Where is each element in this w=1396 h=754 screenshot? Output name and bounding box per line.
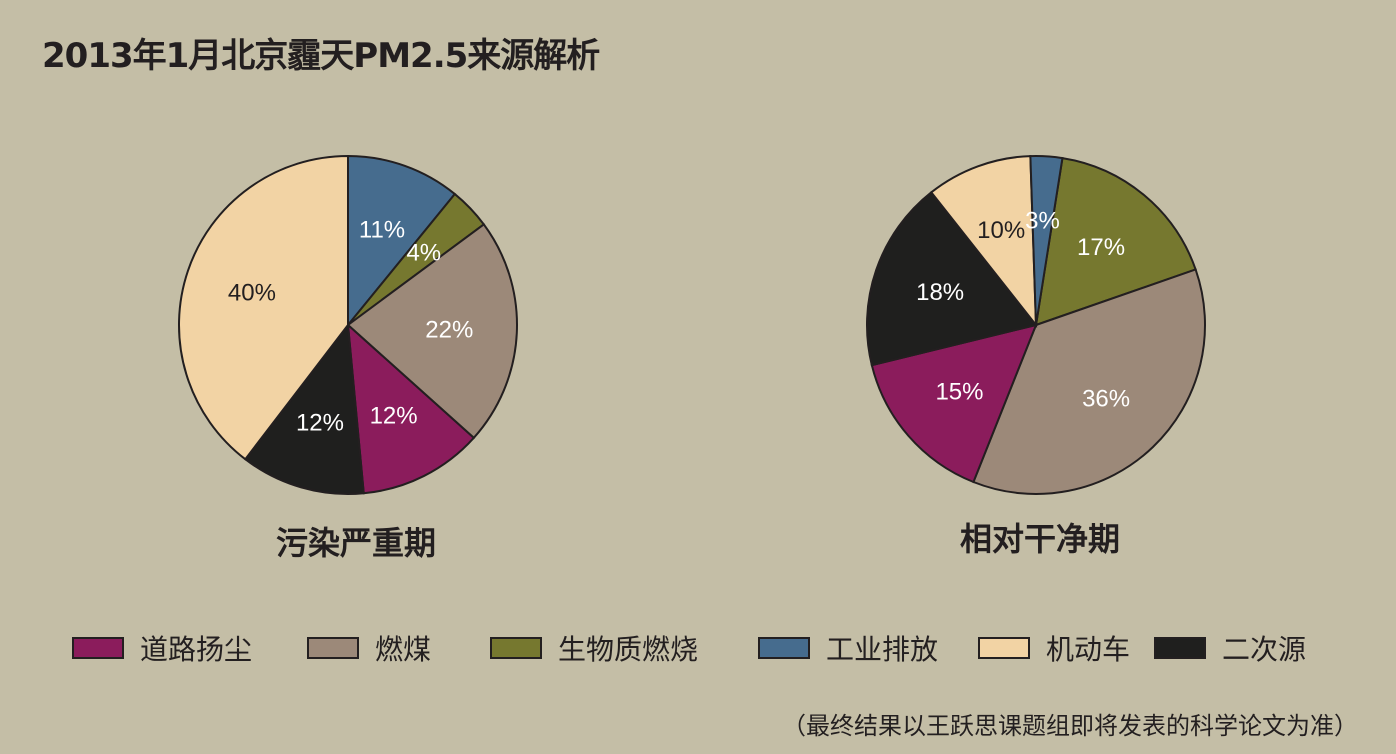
legend-swatch: [978, 637, 1030, 659]
pie-chart-clean: 17% 36% 15% 18% 10% 3%: [866, 155, 1206, 496]
legend-label: 工业排放: [826, 633, 939, 666]
pie-slice-road-dust: [870, 323, 1038, 484]
slice-label: 40%: [228, 279, 276, 306]
legend-item-vehicle: 机动车: [978, 628, 1130, 668]
pie-slice-industry: [1029, 155, 1064, 326]
pie-slice-coal: [346, 222, 518, 440]
legend-label: 机动车: [1046, 633, 1131, 666]
legend-swatch: [1154, 637, 1206, 659]
legend-label: 二次源: [1222, 633, 1307, 666]
caption-clean: 相对干净期: [959, 520, 1121, 558]
legend-label: 燃煤: [375, 633, 432, 666]
legend-swatch: [758, 637, 810, 659]
pie-slice-road-dust: [346, 322, 476, 495]
pie-slice-vehicle: [178, 154, 349, 461]
slice-label: 4%: [406, 240, 441, 267]
footnote: （最终结果以王跃思课题组即将发表的科学论文为准）: [782, 712, 1358, 740]
legend-item-road-dust: 道路扬尘: [72, 628, 252, 668]
pie-slice-secondary: [243, 322, 365, 495]
slice-label: 36%: [1082, 385, 1130, 412]
legend-label: 道路扬尘: [140, 633, 253, 666]
slice-label: 10%: [977, 217, 1025, 244]
pie-slice-coal: [972, 268, 1206, 496]
legend-item-secondary: 二次源: [1154, 628, 1306, 668]
slice-label: 15%: [935, 379, 983, 406]
pie-slice-vehicle: [929, 155, 1038, 329]
slice-label: 22%: [425, 317, 473, 344]
legend-swatch: [490, 637, 542, 659]
slice-label: 11%: [359, 216, 405, 243]
legend-label: 生物质燃烧: [558, 633, 699, 666]
slice-label: 18%: [916, 279, 964, 306]
slice-label: 17%: [1077, 234, 1125, 261]
pie-chart-severe: 11%4% 22% 12% 12% 40%: [178, 154, 518, 495]
legend-item-coal: 燃煤: [307, 628, 431, 668]
legend-item-biomass: 生物质燃烧: [490, 628, 698, 668]
slice-label: 12%: [370, 403, 418, 430]
pie-slice-secondary: [866, 190, 1038, 367]
chart-title: 2013年1月北京霾天PM2.5来源解析: [42, 36, 600, 76]
legend-swatch: [307, 637, 359, 659]
legend-item-industry: 工业排放: [758, 628, 938, 668]
legend-swatch: [72, 637, 124, 659]
pie-slice-industry: [347, 154, 457, 328]
slice-label: 3%: [1025, 207, 1060, 234]
caption-severe: 污染严重期: [275, 524, 437, 562]
slice-label: 12%: [296, 409, 344, 436]
